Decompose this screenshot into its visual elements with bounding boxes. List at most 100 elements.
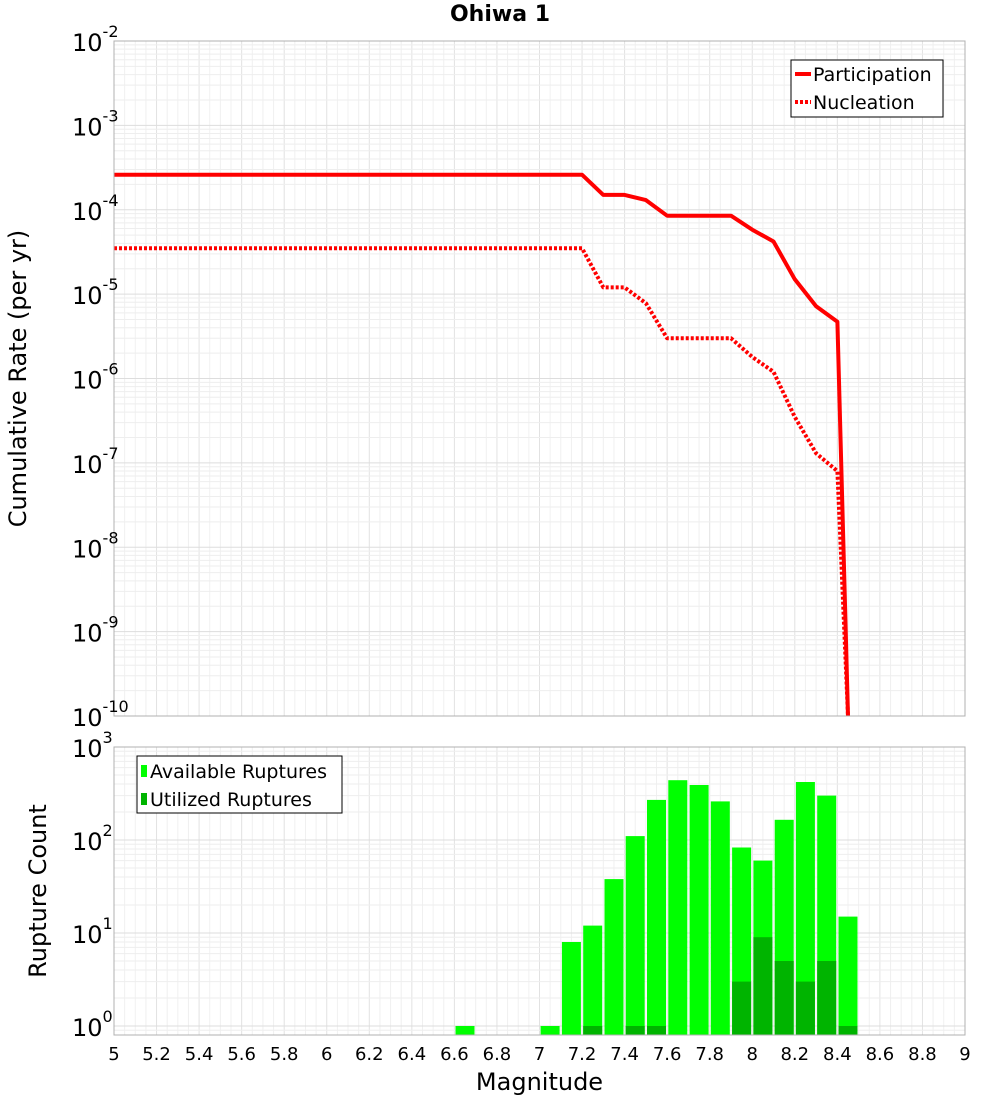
x-tick-label: 6 — [321, 1044, 332, 1065]
tick-exponent: 3 — [103, 728, 113, 747]
tick-base: 10 — [72, 828, 103, 856]
count-y-axis-label: Rupture Count — [24, 804, 52, 978]
legend-box — [136, 755, 343, 814]
x-tick-label: 7.2 — [568, 1044, 597, 1065]
x-tick-label: 8.8 — [908, 1044, 937, 1065]
available-ruptures-bar — [604, 879, 624, 1035]
utilized-legend-swatch — [141, 793, 147, 805]
tick-base: 10 — [72, 1014, 103, 1042]
x-tick-label: 9 — [959, 1044, 970, 1065]
x-tick-label: 5.2 — [142, 1044, 171, 1065]
x-tick-label: 7.6 — [653, 1044, 682, 1065]
available-ruptures-bar — [689, 785, 709, 1035]
x-tick-label: 7.8 — [695, 1044, 724, 1065]
count-plot-frame — [113, 746, 966, 1036]
tick-base: 10 — [72, 735, 103, 763]
legend-label: Available Ruptures — [150, 761, 327, 783]
tick-exponent: -2 — [103, 22, 119, 41]
magnitude-x-axis-label: Magnitude — [476, 1068, 603, 1096]
y-tick-label: 10-5 — [72, 275, 119, 310]
legend-label: Utilized Ruptures — [150, 789, 312, 811]
tick-exponent: -4 — [103, 191, 119, 210]
x-tick-label: 6.2 — [355, 1044, 384, 1065]
available-ruptures-bar — [838, 916, 858, 1035]
available-ruptures-bar — [795, 782, 815, 1035]
tick-exponent: -5 — [103, 275, 119, 294]
y-tick-label: 100 — [72, 1007, 113, 1042]
x-tick-label: 6.8 — [483, 1044, 512, 1065]
utilized-ruptures-bar — [774, 961, 794, 1035]
y-tick-label: 101 — [72, 914, 113, 949]
y-tick-label: 103 — [72, 728, 113, 763]
available-ruptures-bar — [583, 925, 603, 1035]
legend-label: Nucleation — [813, 92, 915, 114]
tick-exponent: -10 — [103, 697, 129, 716]
count-legend: Available Ruptures Utilized Ruptures — [136, 755, 343, 814]
tick-base: 10 — [72, 282, 103, 310]
tick-base: 10 — [72, 451, 103, 479]
tick-exponent: -7 — [103, 444, 119, 463]
tick-base: 10 — [72, 367, 103, 395]
tick-base: 10 — [72, 198, 103, 226]
utilized-ruptures-bar — [732, 981, 752, 1035]
y-tick-label: 10-2 — [72, 22, 119, 57]
tick-base: 10 — [72, 921, 103, 949]
x-tick-label: 7 — [534, 1044, 545, 1065]
magnitude-x-tick-labels: 5 5.2 5.4 5.6 5.8 6 6.2 6.4 6.6 6.8 7 7.2 7.4 7.6 7.8 8… — [108, 1044, 970, 1065]
tick-exponent: -3 — [103, 106, 119, 125]
tick-base: 10 — [72, 620, 103, 648]
y-tick-label: 102 — [72, 821, 113, 856]
x-tick-label: 8.2 — [780, 1044, 809, 1065]
x-tick-label: 5.8 — [270, 1044, 299, 1065]
y-tick-label: 10-10 — [72, 697, 129, 732]
nucleation-line — [114, 246, 850, 717]
utilized-ruptures-bar — [753, 937, 773, 1035]
tick-base: 10 — [72, 535, 103, 563]
rate-legend: Participation Nucleation — [790, 59, 944, 118]
rate-plot-frame — [113, 40, 966, 717]
x-tick-label: 7.4 — [610, 1044, 639, 1065]
tick-exponent: -9 — [103, 613, 119, 632]
tick-base: 10 — [72, 113, 103, 141]
x-tick-label: 5 — [108, 1044, 119, 1065]
available-ruptures-bar — [561, 942, 581, 1035]
x-tick-label: 8.6 — [866, 1044, 895, 1065]
x-tick-label: 6.4 — [398, 1044, 427, 1065]
tick-base: 10 — [72, 704, 103, 732]
available-ruptures-bar — [540, 1026, 560, 1035]
legend-box — [790, 59, 944, 118]
utilized-ruptures-bar — [647, 1026, 666, 1035]
rate-plot-lines — [114, 172, 850, 717]
tick-exponent: 1 — [103, 914, 113, 933]
y-tick-label: 10-3 — [72, 106, 119, 141]
x-tick-label: 5.6 — [227, 1044, 256, 1065]
y-tick-label: 10-9 — [72, 613, 119, 648]
y-tick-label: 10-7 — [72, 444, 119, 479]
tick-base: 10 — [72, 29, 103, 57]
available-ruptures-bar — [647, 799, 666, 1035]
available-ruptures-bar — [455, 1026, 475, 1035]
tick-exponent: -6 — [103, 360, 119, 379]
x-tick-label: 5.4 — [185, 1044, 214, 1065]
x-tick-label: 8.4 — [823, 1044, 852, 1065]
count-plot-bars — [455, 780, 858, 1035]
utilized-ruptures-bar — [625, 1026, 645, 1035]
y-tick-label: 10-8 — [72, 528, 119, 563]
utilized-ruptures-bar — [817, 961, 837, 1035]
tick-exponent: 0 — [103, 1007, 113, 1026]
legend-label: Participation — [813, 64, 932, 86]
x-tick-label: 6.6 — [440, 1044, 469, 1065]
utilized-ruptures-bar — [583, 1026, 603, 1035]
tick-exponent: 2 — [103, 821, 113, 840]
tick-exponent: -8 — [103, 528, 119, 547]
participation-line — [114, 172, 850, 717]
x-tick-label: 8 — [747, 1044, 758, 1065]
chart-title: Ohiwa 1 — [449, 2, 551, 27]
y-tick-label: 10-4 — [72, 191, 119, 226]
y-tick-label: 10-6 — [72, 360, 119, 395]
utilized-ruptures-bar — [838, 1026, 858, 1035]
available-ruptures-bar — [625, 836, 645, 1035]
